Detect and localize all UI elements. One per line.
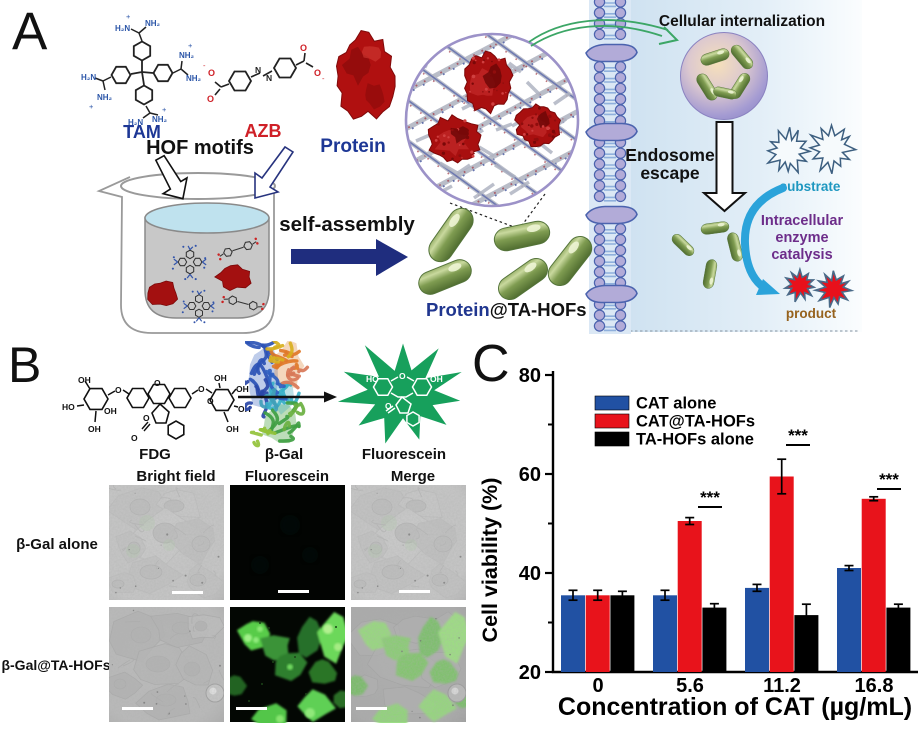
svg-text:***: *** [700, 488, 720, 507]
svg-text:H₂N: H₂N [128, 118, 143, 127]
svg-text:product: product [786, 306, 837, 321]
svg-text:NH₂: NH₂ [152, 115, 168, 124]
svg-text:β-Gal alone: β-Gal alone [16, 536, 98, 553]
svg-text:TAM: TAM [123, 122, 161, 142]
svg-text:TA-HOFs alone: TA-HOFs alone [636, 431, 754, 449]
svg-text:O: O [300, 43, 307, 53]
svg-text:O: O [399, 371, 406, 381]
svg-text:β-Gal@TA-HOFs: β-Gal@TA-HOFs [1, 657, 110, 673]
svg-text:-: - [322, 74, 325, 83]
svg-text:self-assembly: self-assembly [279, 213, 415, 236]
svg-text:H₂N: H₂N [81, 73, 96, 82]
svg-text:NH₂: NH₂ [186, 74, 202, 83]
svg-text:OH: OH [104, 406, 117, 416]
svg-text:60: 60 [519, 464, 541, 486]
svg-text:Cell viability (%): Cell viability (%) [478, 478, 502, 643]
svg-text:O: O [208, 68, 215, 78]
svg-text:16.8: 16.8 [855, 675, 894, 697]
svg-text:HO: HO [366, 374, 379, 384]
svg-text:CAT@TA-HOFs: CAT@TA-HOFs [636, 413, 755, 431]
svg-text:catalysis: catalysis [771, 247, 832, 263]
svg-text:C: C [472, 335, 510, 393]
svg-text:Cellular internalization: Cellular internalization [659, 13, 825, 30]
svg-text:+: + [126, 12, 131, 21]
svg-text:escape: escape [640, 163, 700, 183]
svg-text:***: *** [788, 426, 808, 445]
svg-text:B: B [8, 337, 41, 393]
svg-text:Endosome: Endosome [625, 145, 715, 165]
svg-text:O: O [131, 433, 138, 443]
svg-text:HO: HO [62, 402, 75, 412]
svg-text:N: N [266, 73, 272, 83]
svg-text:40: 40 [519, 563, 541, 585]
svg-text:Protein@TA-HOFs: Protein@TA-HOFs [426, 299, 587, 320]
svg-text:Fluorescein: Fluorescein [245, 468, 329, 485]
svg-text:OH: OH [238, 404, 251, 414]
svg-text:OH: OH [88, 424, 101, 434]
svg-text:Bright field: Bright field [136, 468, 215, 485]
svg-text:11.2: 11.2 [763, 675, 801, 697]
svg-text:CAT alone: CAT alone [636, 395, 716, 413]
svg-text:80: 80 [519, 365, 541, 387]
svg-text:OH: OH [226, 424, 239, 434]
svg-text:H₂N: H₂N [115, 24, 130, 33]
svg-text:OH: OH [214, 373, 227, 383]
svg-text:+: + [162, 105, 167, 114]
svg-text:β-Gal: β-Gal [265, 446, 303, 463]
svg-text:NH₂: NH₂ [97, 93, 113, 102]
svg-text:5.6: 5.6 [676, 675, 704, 697]
svg-text:Fluorescein: Fluorescein [362, 446, 446, 463]
svg-text:+: + [89, 102, 94, 111]
svg-text:substrate: substrate [780, 179, 841, 194]
svg-text:+: + [188, 41, 193, 50]
svg-text:O: O [115, 385, 122, 395]
svg-text:N: N [255, 65, 261, 75]
svg-text:O: O [207, 396, 214, 406]
svg-text:O: O [154, 378, 161, 388]
svg-text:-: - [203, 61, 206, 70]
svg-text:OH: OH [430, 374, 443, 384]
svg-text:***: *** [879, 470, 899, 489]
svg-text:FDG: FDG [139, 446, 171, 463]
svg-text:HOF motifs: HOF motifs [146, 137, 254, 159]
svg-text:20: 20 [519, 662, 541, 684]
svg-text:O: O [198, 384, 205, 394]
svg-text:NH₂: NH₂ [145, 19, 161, 28]
svg-text:OH: OH [236, 384, 249, 394]
svg-text:enzyme: enzyme [775, 230, 828, 246]
svg-text:OH: OH [78, 375, 91, 385]
svg-text:O: O [143, 413, 150, 423]
svg-text:Merge: Merge [391, 468, 435, 485]
svg-text:AZB: AZB [245, 121, 282, 141]
svg-text:0: 0 [592, 675, 603, 697]
svg-text:O: O [314, 68, 321, 78]
svg-text:A: A [12, 2, 48, 61]
svg-text:Concentration of CAT (µg/mL): Concentration of CAT (µg/mL) [558, 693, 912, 721]
svg-text:Protein: Protein [320, 136, 385, 157]
svg-text:O: O [207, 94, 214, 104]
svg-text:O: O [385, 401, 392, 411]
svg-text:Intracellular: Intracellular [761, 213, 844, 229]
svg-text:NH₂: NH₂ [179, 51, 195, 60]
